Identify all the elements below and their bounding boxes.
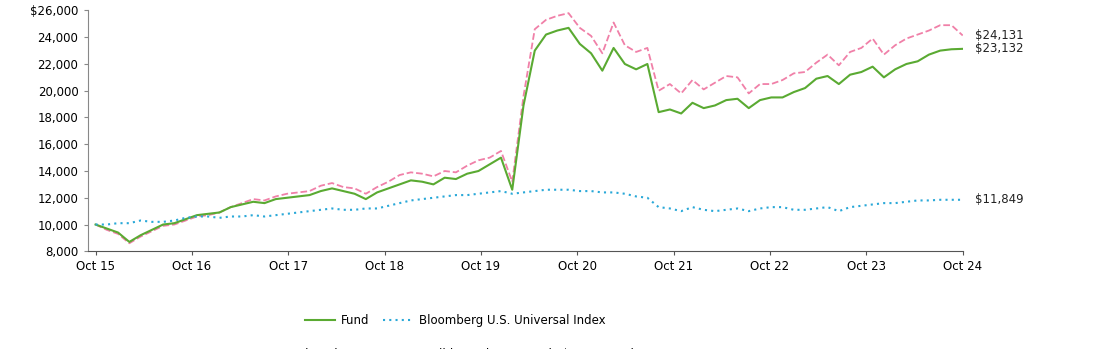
Text: $24,131: $24,131 [975,29,1023,42]
Legend: Bloomberg U.S. Convertible Cash Pay Bond>$250MM Index: Bloomberg U.S. Convertible Cash Pay Bond… [257,343,653,349]
Text: $23,132: $23,132 [975,42,1023,55]
Text: $11,849: $11,849 [975,193,1023,206]
